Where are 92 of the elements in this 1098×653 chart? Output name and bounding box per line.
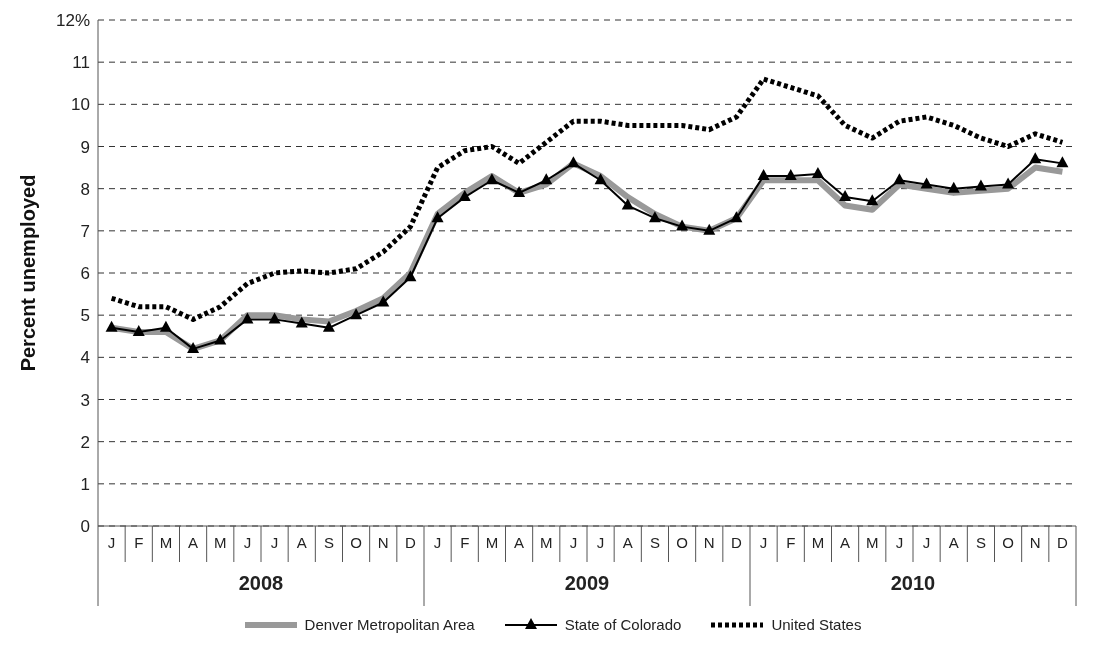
point [214,333,227,345]
point [621,198,634,210]
point [458,190,471,202]
point [241,312,254,324]
y-axis-title: Percent unemployed [17,174,40,372]
point [1056,156,1069,168]
x-tick-label: O [350,534,362,551]
point [730,211,743,223]
x-tick-label: A [514,534,525,551]
point [268,312,281,324]
y-tick-label: 3 [80,390,90,410]
x-tick-label: F [786,534,796,551]
point [784,169,797,181]
x-tick-label: M [866,534,879,551]
point [431,211,444,223]
point [377,295,390,307]
text: 2008 [238,572,284,594]
point [1029,152,1042,164]
x-tick-label: A [622,534,633,551]
x-tick-label: A [948,534,959,551]
point [350,308,363,320]
y-tick-label: 10 [71,95,90,115]
point [757,169,770,181]
point [893,173,906,185]
point [295,316,308,328]
x-tick-label: M [214,534,227,551]
legend-label: United States [771,616,862,633]
x-tick-label: O [676,534,688,551]
point [404,270,417,282]
x-tick-label: M [811,534,825,551]
point [105,320,118,332]
x-tick-label: S [649,534,660,551]
point [839,190,852,202]
x-tick-label: D [730,534,742,551]
y-tick-label: 1 [80,474,90,494]
point [920,177,933,189]
text: 2010 [890,572,936,594]
x-tick-label: J [895,534,904,551]
x-tick-label: J [270,534,279,551]
x-tick-label: D [404,534,416,551]
x-tick-label: A [840,534,851,551]
x-tick-label: J [569,534,578,551]
x-tick-label: J [243,534,252,551]
point [974,179,987,191]
x-tick-label: A [296,534,307,551]
x-tick-label: M [485,534,499,551]
y-tick-label: 12% [55,11,90,31]
point [540,173,553,185]
x-tick-label: S [323,534,334,551]
x-tick-label: N [377,534,389,551]
x-tick-label: N [703,534,715,551]
point [811,166,824,178]
x-tick-label: J [759,534,768,551]
x-tick-label: F [134,534,144,551]
x-tick-label: A [188,534,199,551]
x-tick-label: S [975,534,986,551]
y-tick-label: 7 [80,221,90,241]
x-tick-label: J [433,534,442,551]
point [513,185,526,197]
y-tick-label: 2 [80,432,90,452]
point [485,173,498,185]
point [676,219,689,231]
point [322,320,335,332]
y-tick-label: 11 [72,53,90,73]
x-tick-label: M [159,534,173,551]
x-tick-label: O [1002,534,1014,551]
x-tick-label: D [1056,534,1068,551]
point [159,320,172,332]
x-tick-label: M [540,534,553,551]
point [866,194,879,206]
point [947,181,960,193]
y-tick-label: 4 [80,348,90,368]
point [1002,177,1015,189]
x-tick-label: J [107,534,116,551]
text: 2009 [564,572,610,594]
legend-label: State of Colorado [564,616,682,633]
point [648,211,661,223]
point [594,173,607,185]
point [132,325,145,337]
x-tick-label: J [596,534,605,551]
y-tick-label: 6 [80,264,90,284]
legend-label: Denver Metropolitan Area [304,616,475,633]
x-tick-label: F [460,534,470,551]
point [703,223,716,235]
y-tick-label: 0 [80,517,90,537]
point [187,341,200,353]
y-tick-label: 9 [80,137,90,157]
point [567,156,580,168]
x-tick-label: N [1029,534,1041,551]
y-tick-label: 8 [80,179,90,199]
y-tick-label: 5 [80,306,90,326]
x-tick-label: J [922,534,931,551]
